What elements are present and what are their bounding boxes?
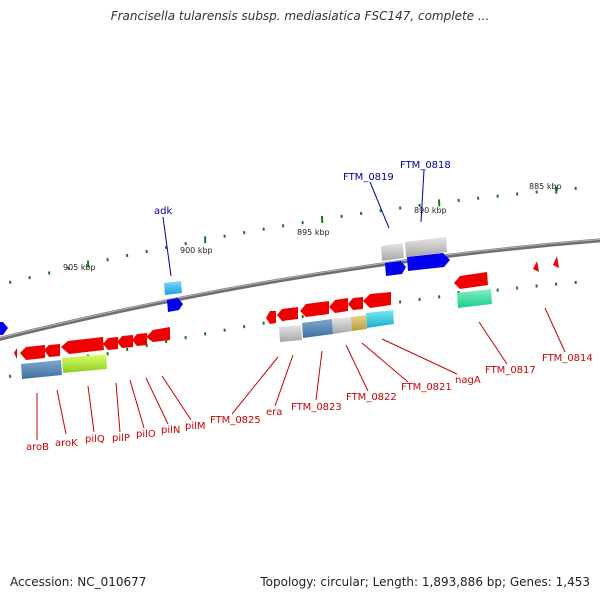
gene-label-ftm0822[interactable]: FTM_0822 <box>346 392 397 403</box>
gene-feature-ftm0819[interactable] <box>385 261 406 276</box>
gene-feature-ftm0822[interactable] <box>329 298 348 313</box>
gene-feature-piln[interactable] <box>132 333 147 346</box>
gene-feature-ftm0817[interactable] <box>454 272 488 289</box>
gene-feature-ftm0814[interactable] <box>533 261 539 272</box>
gene-label-arok[interactable]: aroK <box>55 438 78 449</box>
map-title: Francisella tularensis subsp. mediasiati… <box>110 9 490 23</box>
gene-label-ftm0814[interactable]: FTM_0814 <box>542 353 593 364</box>
scale-label-885: 885 kbp <box>529 182 562 191</box>
gene-feature-arob[interactable] <box>20 345 45 360</box>
gene-feature-ftm0825[interactable] <box>266 311 276 324</box>
gene-label-pilq[interactable]: pilQ <box>85 434 105 445</box>
gene-label-piln[interactable]: pilN <box>161 425 180 436</box>
scale-label-890: 890 kbp <box>414 206 447 215</box>
gene-label-era[interactable]: era <box>266 407 282 418</box>
forward-orf-bars <box>164 237 447 295</box>
gene-label-pilp[interactable]: pilP <box>112 433 130 444</box>
gene-label-ftm0821[interactable]: FTM_0821 <box>401 382 452 393</box>
accession-text: Accession: NC_010677 <box>10 575 147 589</box>
gene-label-ftm0825[interactable]: FTM_0825 <box>210 415 261 426</box>
gene-label-naga[interactable]: nagA <box>455 375 481 386</box>
reverse-orf-bars <box>21 289 492 379</box>
gene-label-ftm0823[interactable]: FTM_0823 <box>291 402 342 413</box>
gene-feature-pilp[interactable] <box>103 337 118 350</box>
gene-feature-pilo[interactable] <box>117 335 133 348</box>
gene-label-arob[interactable]: aroB <box>26 442 49 453</box>
genome-backbone <box>0 238 600 341</box>
gene-feature-pilm[interactable] <box>146 327 170 342</box>
gene-label-ftm0817[interactable]: FTM_0817 <box>485 365 536 376</box>
forward-strand-genes <box>0 253 450 335</box>
gene-feature-adk[interactable] <box>167 298 183 312</box>
gene-feature[interactable] <box>0 322 8 335</box>
scale-label-900: 900 kbp <box>180 246 213 255</box>
gene-label-pilo[interactable]: pilO <box>136 429 156 440</box>
gene-feature-naga[interactable] <box>363 292 391 308</box>
gene-feature-pilq[interactable] <box>61 337 104 354</box>
gene-feature-arok[interactable] <box>44 344 60 357</box>
gene-feature-arob[interactable] <box>14 348 17 359</box>
scale-label-895: 895 kbp <box>297 228 330 237</box>
gene-label-ftm0818[interactable]: FTM_0818 <box>400 160 451 171</box>
reverse-strand-genes <box>14 256 559 360</box>
gene-label-adk[interactable]: adk <box>154 206 172 217</box>
gene-feature-ftm0818[interactable] <box>407 253 450 271</box>
gene-label-pilm[interactable]: pilM <box>185 421 206 432</box>
label-leader-lines <box>36 169 566 440</box>
gene-label-ftm0819[interactable]: FTM_0819 <box>343 172 394 183</box>
gene-feature-ftm0821[interactable] <box>348 297 363 310</box>
genome-backbone-highlight <box>0 238 600 339</box>
scale-label-905: 905 kbp <box>63 263 96 272</box>
gene-feature-era[interactable] <box>277 307 298 321</box>
genome-summary-text: Topology: circular; Length: 1,893,886 bp… <box>260 575 590 589</box>
gene-feature-ftm0814[interactable] <box>553 256 559 268</box>
outer-scale-ticks <box>9 186 577 284</box>
gene-feature-ftm0823[interactable] <box>300 301 329 317</box>
